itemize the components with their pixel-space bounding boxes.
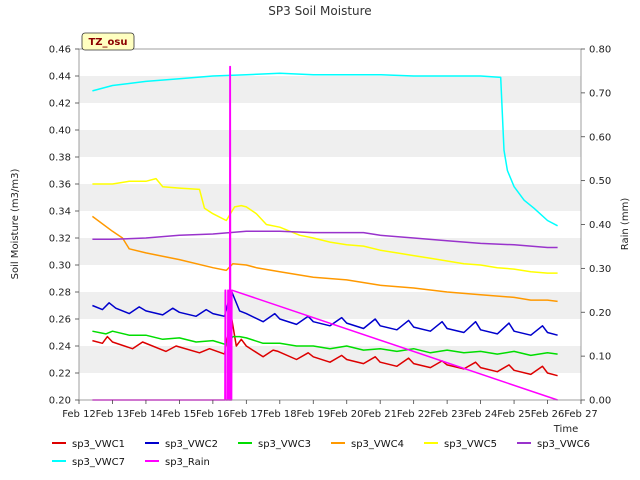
y2-axis-title: Rain (mm): [620, 198, 631, 251]
station-tag-label: TZ_osu: [88, 37, 127, 48]
y-axis-title: Soil Moisture (m3/m3): [10, 169, 21, 280]
y-tick-label: 0.42: [49, 99, 71, 110]
x-tick-label: Feb 25: [497, 409, 531, 420]
legend-label: sp3_VWC2: [165, 439, 218, 450]
legend: sp3_VWC1 sp3_VWC2 sp3_VWC3 sp3_VWC4 sp3_VWC5…: [52, 439, 590, 468]
y-tick-label: 0.46: [49, 45, 71, 56]
station-tag: TZ_osu: [81, 32, 135, 51]
grid-band: [79, 184, 581, 211]
legend-label: sp3_VWC7: [72, 457, 125, 468]
y2-tick-label: 0.70: [589, 88, 611, 99]
legend-label: sp3_VWC6: [537, 439, 590, 450]
y-axis-left: 0.20 0.22 0.24 0.26 0.28 0.30 0.32 0.34 0.36 0.38…: [49, 45, 79, 407]
x-axis-title: Time: [553, 424, 578, 435]
series-line-sp3-vwc2: [92, 289, 558, 336]
y-tick-label: 0.44: [49, 72, 71, 83]
y-tick-label: 0.40: [49, 126, 71, 137]
x-tick-label: Feb 16: [196, 409, 230, 420]
x-tick-label: Feb 24: [464, 409, 498, 420]
y2-tick-label: 0.10: [589, 352, 611, 363]
x-tick-label: Feb 20: [330, 409, 364, 420]
y2-tick-label: 0.60: [589, 132, 611, 143]
legend-label: sp3_Rain: [165, 457, 210, 468]
y2-tick-label: 0.80: [589, 45, 611, 56]
y-axis-right: 0.00 0.10 0.20 0.30 0.40 0.50 0.60 0.70 0.80: [581, 45, 611, 407]
y-tick-label: 0.26: [49, 315, 71, 326]
x-tick-label: Feb 21: [363, 409, 397, 420]
y-tick-label: 0.36: [49, 180, 71, 191]
y2-tick-label: 0.40: [589, 220, 611, 231]
grid-band: [79, 130, 581, 157]
y2-tick-label: 0.00: [589, 396, 611, 407]
y-tick-label: 0.30: [49, 261, 71, 272]
series-line-sp3-vwc7: [92, 72, 558, 227]
series-line-sp3-vwc6: [92, 230, 558, 249]
chart-title: SP3 Soil Moisture: [268, 4, 371, 18]
x-axis: Feb 12 Feb 13 Feb 14 Feb 15 Feb 16 Feb 17 Feb …: [62, 400, 598, 420]
y-tick-label: 0.28: [49, 288, 71, 299]
x-tick-label: Feb 22: [397, 409, 431, 420]
station-tag-box: [81, 32, 135, 51]
grid-bands: [79, 76, 581, 373]
x-tick-label: Feb 12: [62, 409, 96, 420]
y2-tick-label: 0.50: [589, 176, 611, 187]
grid-band: [79, 346, 581, 373]
y-tick-label: 0.34: [49, 207, 71, 218]
x-tick-label: Feb 19: [296, 409, 330, 420]
x-tick-label: Feb 13: [96, 409, 130, 420]
series-line-sp3-vwc1: [92, 315, 558, 377]
legend-label: sp3_VWC3: [258, 439, 311, 450]
y-tick-label: 0.32: [49, 234, 71, 245]
series-line-sp3-vwc4: [91, 215, 558, 303]
x-tick-label: Feb 23: [430, 409, 464, 420]
x-tick-label: Feb 14: [129, 409, 163, 420]
legend-label: sp3_VWC4: [351, 439, 404, 450]
x-tick-label: Feb 27: [564, 409, 598, 420]
y2-tick-label: 0.20: [589, 308, 611, 319]
y-tick-label: 0.24: [49, 342, 71, 353]
y-tick-label: 0.38: [49, 153, 71, 164]
series-line-sp3-vwc3: [92, 330, 558, 357]
legend-label: sp3_VWC5: [444, 439, 497, 450]
x-tick-label: Feb 26: [531, 409, 565, 420]
x-tick-label: Feb 18: [263, 409, 297, 420]
y-tick-label: 0.22: [49, 369, 71, 380]
x-tick-label: Feb 17: [230, 409, 264, 420]
x-tick-label: Feb 15: [163, 409, 197, 420]
legend-label: sp3_VWC1: [72, 439, 125, 450]
y-tick-label: 0.20: [49, 396, 71, 407]
y2-tick-label: 0.30: [589, 264, 611, 275]
